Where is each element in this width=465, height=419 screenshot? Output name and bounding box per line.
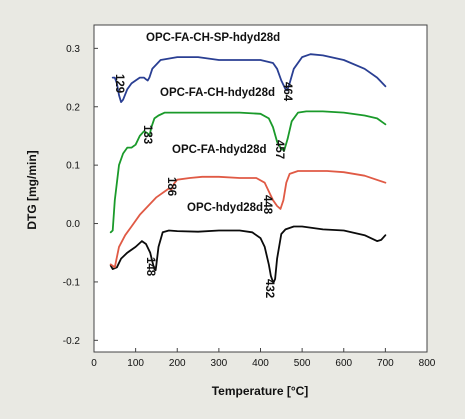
series-label-opc-fa: OPC-FA-hdyd28d: [172, 144, 267, 156]
plot-area: [93, 24, 428, 353]
y-tick-label: 0.3: [66, 44, 80, 55]
peak-label-457: 457: [273, 140, 285, 159]
peak-label-464: 464: [281, 82, 293, 102]
series-label-opc-fa-ch: OPC-FA-CH-hdyd28d: [160, 87, 275, 99]
y-tick-label: 0.0: [66, 219, 80, 230]
x-tick-label: 600: [335, 358, 352, 369]
y-tick-label: -0.1: [63, 277, 81, 288]
peak-label-148: 148: [144, 257, 156, 277]
series-line-2: [109, 110, 387, 234]
peak-label-432: 432: [263, 279, 275, 298]
peak-label-133: 133: [141, 125, 153, 144]
series-label-opc-fa-ch-sp: OPC-FA-CH-SP-hdyd28d: [146, 32, 280, 44]
series-line-1: [109, 170, 387, 269]
x-tick-label: 800: [419, 358, 436, 369]
y-axis-title: DTG [mg/min]: [25, 150, 39, 229]
series-lines: [109, 53, 387, 283]
series-line-0: [109, 225, 387, 283]
peak-label-448: 448: [261, 195, 273, 215]
series-line-3: [111, 53, 387, 103]
y-tick-label: 0.2: [66, 102, 80, 113]
series-label-opc: OPC-hdyd28d: [187, 202, 263, 214]
x-tick-label: 200: [169, 358, 186, 369]
y-tick-label: 0.1: [66, 161, 80, 172]
x-tick-label: 400: [252, 358, 269, 369]
x-axis-title: Temperature [°C]: [212, 384, 309, 398]
x-tick-label: 700: [377, 358, 394, 369]
x-tick-label: 500: [294, 358, 311, 369]
y-tick-label: -0.2: [63, 336, 81, 347]
x-tick-label: 0: [91, 358, 97, 369]
peak-label-129: 129: [113, 74, 125, 93]
x-tick-label: 300: [211, 358, 228, 369]
x-axis: 0 100 200 300 400 500 600 700 800: [91, 348, 436, 369]
peak-label-186: 186: [165, 177, 177, 196]
y-axis: -0.2 -0.1 0.0 0.1 0.2 0.3: [63, 44, 98, 347]
x-tick-label: 100: [127, 358, 144, 369]
